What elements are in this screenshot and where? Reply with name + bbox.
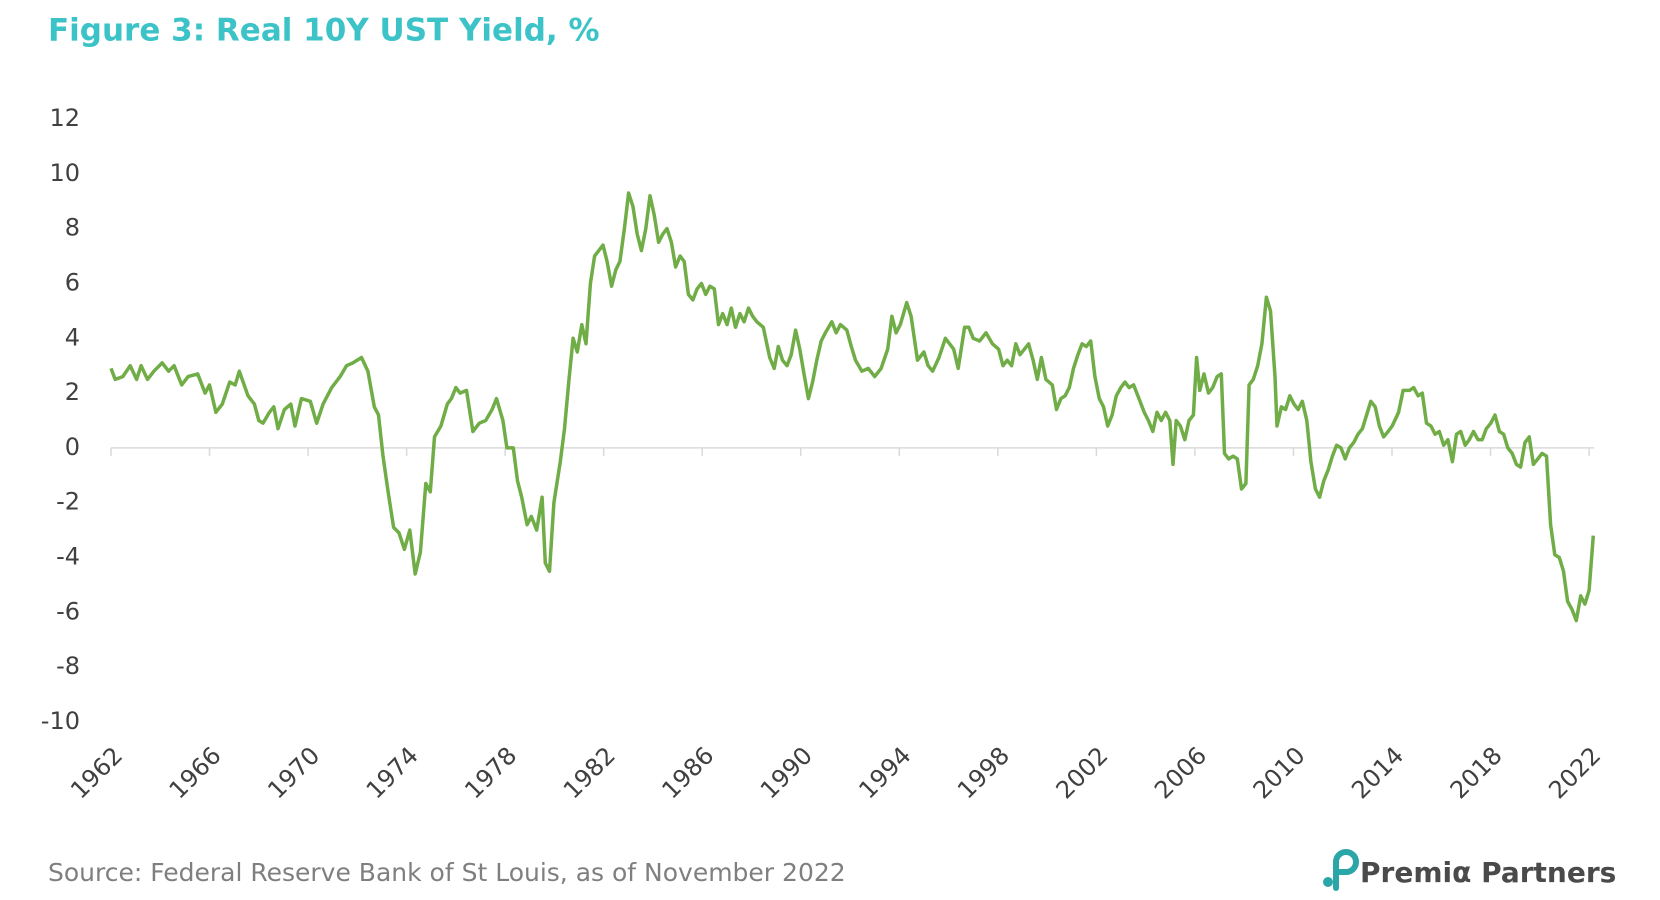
x-tick-label: 1990 [755, 741, 818, 804]
y-tick-label: 2 [65, 378, 80, 406]
x-tick-label: 1970 [262, 741, 325, 804]
source-note: Source: Federal Reserve Bank of St Louis… [48, 858, 846, 887]
x-tick-label: 1982 [558, 741, 621, 804]
y-tick-label: 10 [49, 159, 80, 187]
y-tick-label: -2 [56, 488, 80, 516]
x-tick-label: 1994 [854, 741, 917, 804]
logo-dot [1323, 877, 1333, 887]
y-tick-label: -8 [56, 652, 80, 680]
x-tick-label: 2010 [1248, 741, 1311, 804]
y-tick-label: 0 [65, 433, 80, 461]
y-tick-label: 6 [65, 268, 80, 296]
x-tick-label: 1974 [361, 741, 424, 804]
x-tick-label: 2018 [1445, 741, 1508, 804]
logo-text: Premiα Partners [1360, 856, 1616, 889]
series-line [109, 191, 1596, 623]
logo-icon [1323, 849, 1359, 891]
y-tick-label: 12 [49, 104, 80, 132]
x-tick-label: 1998 [952, 741, 1015, 804]
y-tick-label: -6 [56, 597, 80, 625]
logo-mark [1333, 849, 1359, 891]
y-tick-label: -10 [41, 707, 80, 735]
x-tick-label: 2022 [1543, 741, 1606, 804]
x-tick-label: 1962 [65, 741, 128, 804]
x-tick-label: 2006 [1149, 741, 1212, 804]
y-tick-label: 8 [65, 214, 80, 242]
x-tick-label: 1978 [459, 741, 522, 804]
x-tick-label: 2002 [1051, 741, 1114, 804]
x-tick-label: 1986 [656, 741, 719, 804]
y-tick-label: 4 [65, 323, 80, 351]
x-tick-label: 2014 [1346, 741, 1409, 804]
y-tick-label: -4 [56, 543, 80, 571]
x-tick-label: 1966 [164, 741, 227, 804]
chart-title: Figure 3: Real 10Y UST Yield, % [48, 13, 600, 49]
